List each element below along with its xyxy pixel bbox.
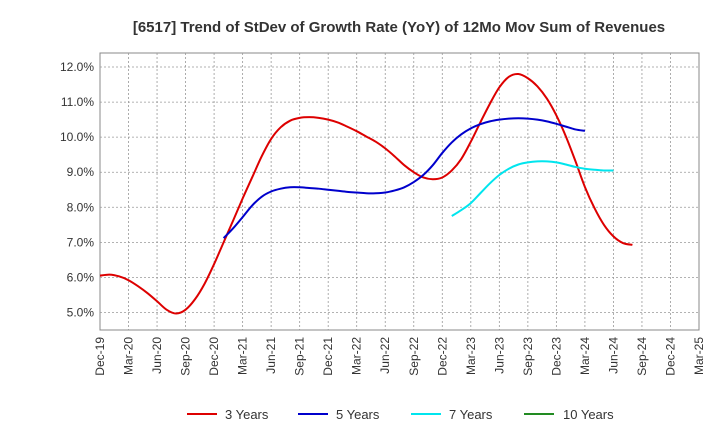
series-line-5-years [222,117,586,239]
x-tick-label: Jun-24 [606,337,620,374]
x-tick-label: Sep-20 [179,337,193,376]
x-tick-label: Mar-22 [350,337,364,375]
y-tick-label: 6.0% [67,270,95,284]
x-tick-label: Dec-19 [93,337,107,376]
x-tick-label: Mar-20 [122,337,136,375]
series-line-7-years [451,160,614,217]
x-tick-label: Sep-23 [521,337,535,376]
legend: 3 Years 5 Years 7 Years 10 Years [187,407,614,422]
legend-label-5-years: 5 Years [336,407,380,422]
x-tick-label: Jun-22 [378,337,392,374]
legend-item-3-years: 3 Years [187,407,269,422]
y-tick-label: 11.0% [61,95,94,109]
y-tick-label: 12.0% [60,60,94,74]
legend-label-10-years: 10 Years [563,407,614,422]
series-line-3-years [99,73,633,315]
x-tick-label: Sep-24 [635,337,649,376]
x-tick-label: Dec-22 [435,337,449,376]
y-axis: 5.0% 6.0% 7.0% 8.0% 9.0% 10.0% 11.0% 12.0% [60,60,94,319]
x-tick-label: Mar-21 [236,337,250,375]
y-tick-label: 9.0% [67,165,95,179]
x-tick-label: Dec-24 [663,337,677,376]
y-tick-label: 8.0% [67,200,95,214]
x-tick-label: Jun-20 [150,337,164,374]
plot-area [99,52,700,331]
x-tick-label: Mar-23 [464,337,478,375]
legend-label-7-years: 7 Years [449,407,493,422]
y-tick-label: 10.0% [60,130,94,144]
legend-item-7-years: 7 Years [411,407,493,422]
x-tick-label: Dec-20 [207,337,221,376]
y-tick-label: 5.0% [67,305,95,319]
x-tick-label: Dec-21 [321,337,335,376]
legend-label-3-years: 3 Years [225,407,269,422]
x-tick-label: Mar-24 [578,337,592,375]
y-tick-label: 7.0% [67,235,95,249]
x-tick-label: Sep-22 [407,337,421,376]
legend-item-5-years: 5 Years [298,407,380,422]
x-tick-label: Sep-21 [293,337,307,376]
chart-title: [6517] Trend of StDev of Growth Rate (Yo… [133,19,665,36]
legend-item-10-years: 10 Years [524,407,614,422]
x-tick-label: Dec-23 [549,337,563,376]
series-lines [99,73,633,315]
x-tick-label: Mar-25 [692,337,706,375]
x-tick-label: Jun-23 [492,337,506,374]
x-tick-label: Jun-21 [264,337,278,374]
x-axis: Dec-19 Mar-20 Jun-20 Sep-20 Dec-20 Mar-21 Jun-… [93,337,706,376]
